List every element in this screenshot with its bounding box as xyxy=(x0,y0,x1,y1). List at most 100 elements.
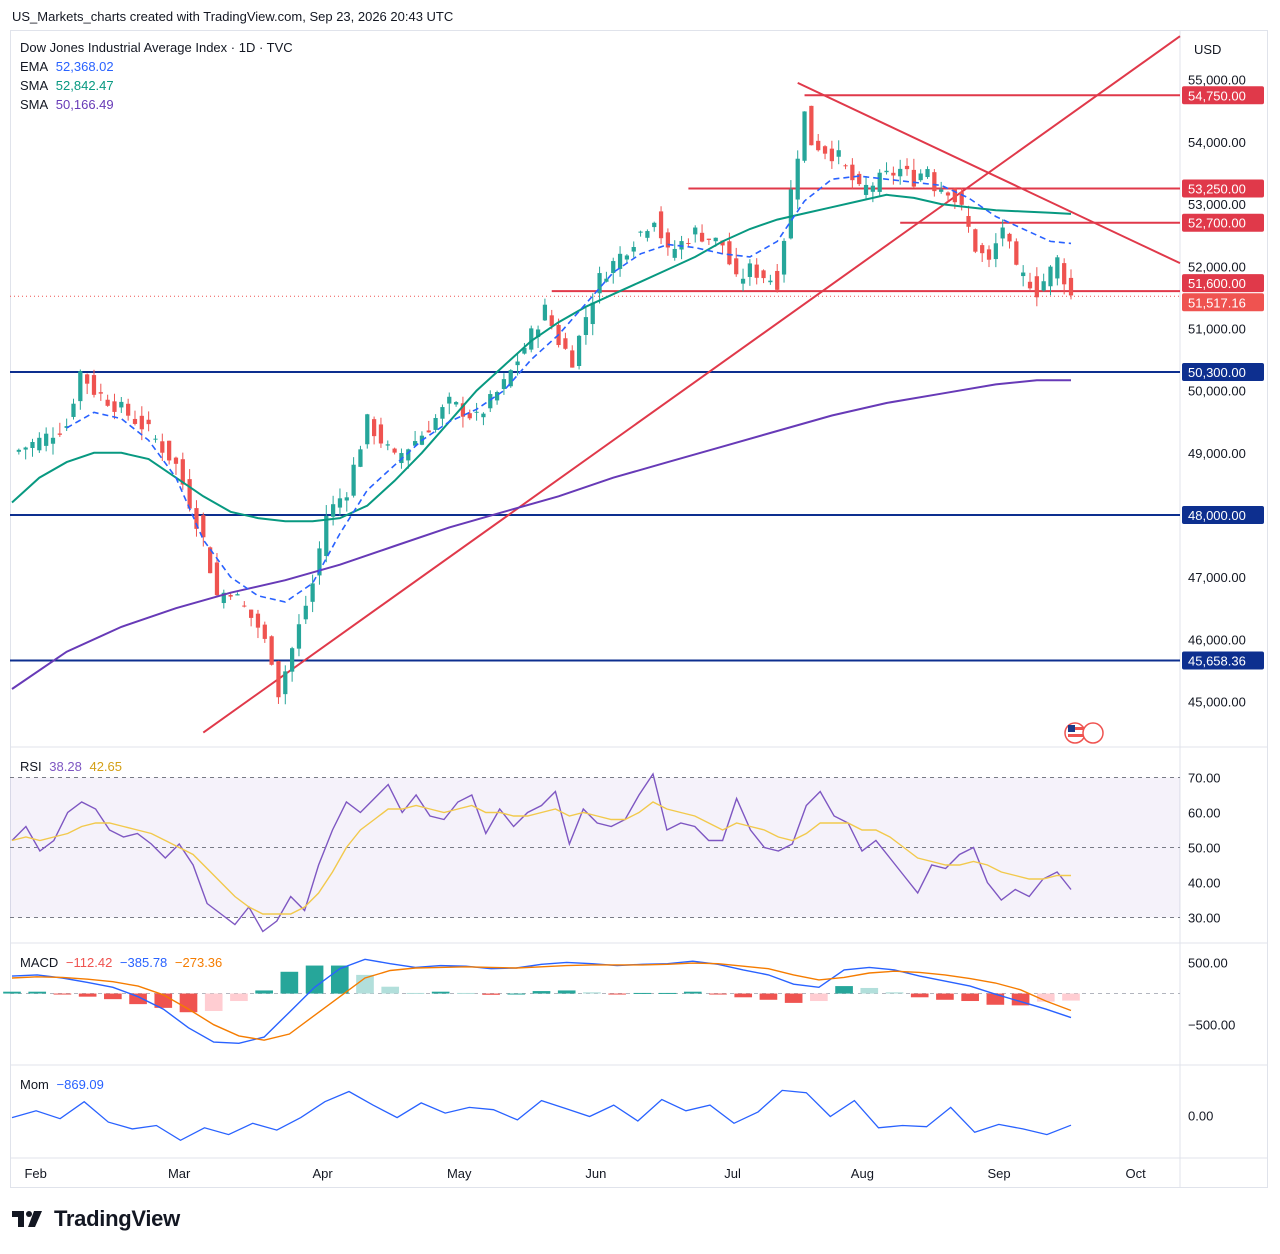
candle-body xyxy=(23,447,28,450)
candle-body xyxy=(672,248,677,258)
us-flag-stripe xyxy=(1068,734,1083,737)
candle-body xyxy=(119,401,124,408)
macd-histogram-bar xyxy=(482,993,500,995)
candle-body xyxy=(37,437,42,451)
candle-body xyxy=(385,444,390,446)
candle-body xyxy=(754,264,759,278)
candle-body xyxy=(324,515,329,557)
ema-legend-value: 52,368.02 xyxy=(55,59,114,74)
time-tick-label: Jun xyxy=(585,1166,606,1181)
rsi-legend: RSI 38.28 42.65 xyxy=(20,757,126,776)
price-level-tag-label: 53,250.00 xyxy=(1188,182,1246,197)
candle-body xyxy=(658,211,664,239)
chart-header-title: US_Markets_charts created with TradingVi… xyxy=(12,9,454,24)
macd-legend-label: MACD xyxy=(20,955,59,970)
tradingview-logo-icon xyxy=(12,1211,42,1227)
ema-line xyxy=(66,175,1072,603)
time-tick-label: Mar xyxy=(168,1166,191,1181)
price-level-tag xyxy=(1182,293,1264,312)
mom-legend-value: −869.09 xyxy=(56,1077,104,1092)
macd-histogram-bar xyxy=(658,992,677,994)
macd-line-legend-value: −385.78 xyxy=(119,955,168,970)
candle-body xyxy=(501,379,507,390)
candle-body xyxy=(112,401,117,412)
candle-body xyxy=(460,403,466,417)
price-level-tag-label: 51,600.00 xyxy=(1188,276,1246,291)
candle-body xyxy=(829,148,834,162)
candle-body xyxy=(426,430,431,433)
candle-body xyxy=(180,459,185,485)
tradingview-logo[interactable]: TradingView xyxy=(12,1206,180,1232)
time-tick-label: May xyxy=(447,1166,472,1181)
rising-trendline xyxy=(202,35,1181,734)
candle-body xyxy=(378,424,384,444)
sma-fast-legend-row: SMA 52,842.47 xyxy=(20,76,293,95)
macd-histogram-bar xyxy=(1011,993,1030,1006)
candle-body xyxy=(734,258,739,275)
candle-body xyxy=(535,329,541,338)
candle-body xyxy=(392,448,397,453)
macd-histogram-bar xyxy=(784,993,803,1003)
candle-body xyxy=(1027,281,1033,289)
momentum-line xyxy=(11,1089,1072,1142)
candle-body xyxy=(78,371,83,402)
price-level-tag xyxy=(1182,86,1264,105)
candle-body xyxy=(262,624,267,639)
candle-body xyxy=(269,636,274,665)
candle-body xyxy=(836,150,841,157)
candle-body xyxy=(665,232,671,248)
candle-body xyxy=(365,414,370,445)
macd-histogram-bar xyxy=(104,993,122,1000)
mom-tick-label: 0.00 xyxy=(1188,1108,1213,1123)
candle-body xyxy=(146,419,151,425)
candle-body xyxy=(310,583,315,602)
macd-histogram-bar xyxy=(280,971,299,994)
sma-slow-legend-row: SMA 50,166.49 xyxy=(20,95,293,114)
candle-body xyxy=(440,407,445,419)
candle-body xyxy=(973,229,978,252)
candle-body xyxy=(884,170,889,173)
currency-label: USD xyxy=(1194,42,1221,57)
macd-histogram-bar xyxy=(910,993,929,998)
macd-line xyxy=(11,958,1072,1045)
rsi-ma-line xyxy=(11,801,1071,915)
macd-histogram-bar xyxy=(835,986,853,994)
us-flag-icon xyxy=(1082,722,1104,744)
macd-histogram-bar xyxy=(936,993,954,1000)
candle-body xyxy=(1062,263,1067,285)
candle-body xyxy=(583,317,589,336)
macd-histogram-bar xyxy=(986,993,1005,1005)
macd-signal-line xyxy=(11,962,1072,1041)
rsi-tick-label: 40.00 xyxy=(1188,876,1221,891)
candle-body xyxy=(904,165,910,170)
candle-body xyxy=(139,415,144,430)
candle-body xyxy=(44,433,49,446)
candle-body xyxy=(1014,241,1019,265)
candle-body xyxy=(699,232,705,242)
candle-body xyxy=(788,189,793,239)
sma-fast-legend-label: SMA xyxy=(20,78,49,93)
candle-body xyxy=(481,413,486,418)
candle-body xyxy=(645,231,650,238)
price-level-tag xyxy=(1182,213,1264,232)
candle-body xyxy=(64,426,69,428)
price-level-tag xyxy=(1182,362,1264,381)
macd-histogram-bar xyxy=(129,993,147,1005)
macd-histogram-bar xyxy=(457,992,475,994)
candle-body xyxy=(153,438,158,440)
macd-histogram-bar xyxy=(759,993,778,1000)
candle-body xyxy=(303,605,308,620)
candle-body xyxy=(932,172,937,192)
candle-body xyxy=(50,437,56,444)
price-level-tag xyxy=(1182,505,1264,524)
candle-body xyxy=(330,504,336,517)
macd-histogram-bar xyxy=(381,986,400,994)
price-level-tag xyxy=(1182,651,1264,670)
price-level-tag-label: 52,700.00 xyxy=(1188,216,1246,231)
tradingview-logo-text: TradingView xyxy=(54,1206,180,1231)
price-level-tag-label: 45,658.36 xyxy=(1188,654,1246,669)
price-tick-label: 53,000.00 xyxy=(1188,197,1246,212)
candle-body xyxy=(693,227,698,235)
price-level-tag-label: 48,000.00 xyxy=(1188,508,1246,523)
